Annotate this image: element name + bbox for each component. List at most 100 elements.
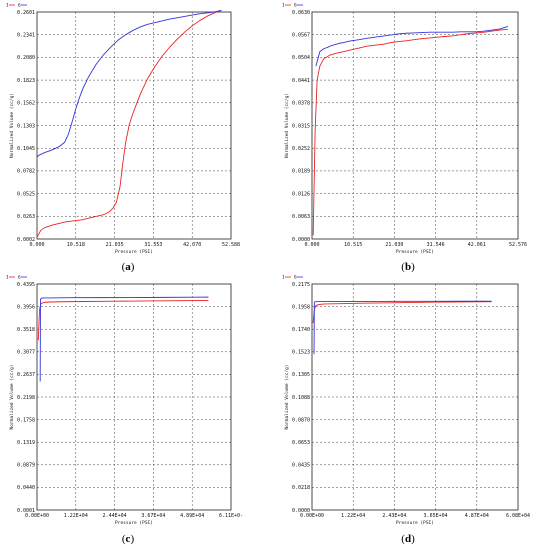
y-tick-label: 0.1758 [17,417,35,423]
y-tick-label: 0.1303 [17,123,35,129]
y-tick-label: 0.2601 [17,10,35,16]
y-tick-label: 0.0879 [17,463,35,469]
legend-label: 6 [18,3,21,9]
y-tick-label: 0.0441 [292,78,310,84]
x-tick-label: 0.00E+00 [25,513,49,519]
y-tick-label: 0.2080 [17,55,35,61]
y-tick-label: 0.0870 [292,417,310,423]
y-tick-label: 0.2341 [17,33,35,39]
y-tick-label: 0.1562 [17,101,35,107]
x-tick-label: 2.44E+04 [103,513,127,519]
x-tick-label: 21.030 [385,242,403,248]
x-tick-label: 4.87E+04 [465,513,489,519]
x-tick-label: 42.070 [183,242,201,248]
panel-caption: (a) [122,261,135,273]
y-tick-label: 0.1319 [17,440,35,446]
series-line-6 [313,300,492,355]
y-tick-label: 0.3518 [17,327,35,333]
series-line-6 [36,9,222,158]
y-tick-label: 0.0435 [292,463,310,469]
y-tick-label: 0.0002 [17,237,35,243]
series-line-1 [36,9,222,238]
legend-label: 1 [282,275,285,281]
plot-frame [311,283,519,511]
chart-panel-4: 0.00E+00 1.22E+04 2.43E+04 3.65E+04 4.87E+04… [282,275,530,546]
x-axis-label: Pressure (PSI) [115,520,153,526]
chart-panel-3: 0.00E+00 1.22E+04 2.44E+04 3.67E+04 4.89E+04… [6,275,243,546]
y-tick-label: 0.4395 [17,282,35,288]
legend-label: 6 [294,3,297,9]
y-tick-label: 0.2198 [17,395,35,401]
y-tick-label: 0.0567 [292,33,310,39]
x-axis-label: Pressure (PSI) [115,249,153,255]
x-tick-label: 6.08E+04 [506,513,530,519]
x-tick-label: 0.000 [29,242,44,248]
y-tick-label: 0.2175 [292,282,310,288]
x-tick-label: 1.22E+04 [341,513,365,519]
panel-caption: (b) [401,261,415,273]
series-line-6 [39,296,209,382]
y-tick-label: 0.1045 [17,146,35,152]
x-tick-label: 2.43E+04 [382,513,406,519]
legend-label: 1 [282,3,285,9]
x-tick-label: 31.546 [427,242,445,248]
y-tick-label: 0.3077 [17,350,35,356]
panel-caption: (d) [401,533,415,545]
y-tick-label: 0.0189 [292,169,310,175]
chart-panel-1: 0.000 10.518 21.035 31.553 42.070 52.588 0.000… [6,3,240,274]
y-tick-label: 0.0000 [292,508,310,514]
y-tick-label: 0.0263 [17,214,35,220]
x-tick-label: 4.89E+04 [180,513,204,519]
y-tick-label: 0.0315 [292,123,310,129]
panel-caption: (c) [122,533,135,545]
x-tick-label: 3.65E+04 [424,513,448,519]
x-tick-label: 52.576 [509,242,527,248]
x-tick-label: 21.035 [106,242,124,248]
y-axis-label: Normalized Volume (cc/g) [9,93,15,158]
x-tick-label: 1.22E+04 [64,513,88,519]
y-tick-label: 0.1958 [292,304,310,310]
x-axis-label: Pressure (PSI) [396,520,434,526]
y-axis-label: Normalized Volume (cc/g) [284,364,290,429]
plot-frame [36,11,232,240]
x-tick-label: 10.518 [67,242,85,248]
x-tick-label: 42.061 [468,242,486,248]
x-tick-label: 31.553 [144,242,162,248]
x-tick-label: 52.588 [222,242,240,248]
series-line-1 [312,301,492,324]
x-tick-label: 6.11E+0- [219,513,243,519]
x-tick-label: 3.67E+04 [141,513,165,519]
y-tick-label: 0.0653 [292,440,310,446]
y-axis-label: Normalized Volume (cc/g) [284,93,290,158]
y-tick-label: 0.0126 [292,191,310,197]
y-tick-label: 0.1823 [17,78,35,84]
y-tick-label: 0.1523 [292,350,310,356]
x-tick-label: 10.515 [344,242,362,248]
y-tick-label: 0.0000 [292,237,310,243]
y-axis-label: Normalized Volume (cc/g) [9,364,15,429]
y-tick-label: 0.0630 [292,10,310,16]
y-tick-label: 0.0782 [17,169,35,175]
y-tick-label: 0.1088 [292,395,310,401]
y-tick-label: 0.0001 [17,508,35,514]
series-line-1 [312,28,508,236]
y-tick-label: 0.0525 [17,191,35,197]
y-tick-label: 0.1740 [292,327,310,333]
y-tick-label: 0.3956 [17,304,35,310]
y-tick-label: 0.0063 [292,214,310,220]
x-tick-label: 0.00E+00 [300,513,324,519]
x-axis-label: Pressure (PSI) [396,249,434,255]
legend-label: 6 [18,275,21,281]
x-tick-label: 0.000 [304,242,319,248]
legend-label: 1 [6,3,9,9]
plot-frame [311,11,519,240]
y-tick-label: 0.2637 [17,372,35,378]
y-tick-label: 0.0218 [292,485,310,491]
chart-panel-2: 0.000 10.515 21.030 31.546 42.061 52.576 0.000… [282,3,527,274]
y-tick-label: 0.1305 [292,372,310,378]
legend-label: 1 [6,275,9,281]
y-tick-label: 0.0252 [292,146,310,152]
legend-label: 6 [294,275,297,281]
y-tick-label: 0.0440 [17,485,35,491]
